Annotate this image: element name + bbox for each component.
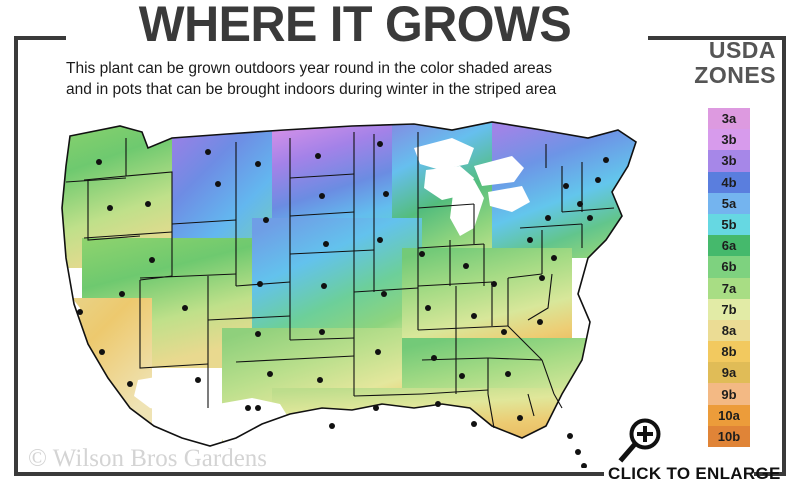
frame-border-bottom-left [14,472,604,476]
copyright-watermark: © Wilson Bros Gardens [28,445,268,472]
frame-border-top-left [14,36,66,40]
legend-swatch-10a-14[interactable]: 10a [708,404,750,426]
legend-swatch-6b-7[interactable]: 6b [708,256,750,278]
legend-heading: USDA ZONES [646,38,776,88]
legend-swatch-8a-10[interactable]: 8a [708,319,750,342]
legend-swatch-6a-6[interactable]: 6a [708,235,750,257]
legend-swatch-3b-1[interactable]: 3b [708,129,750,151]
legend-swatch-7a-8[interactable]: 7a [708,277,750,299]
usa-outline [61,121,637,447]
legend-swatch-3b-2[interactable]: 3b [708,150,750,172]
legend-swatch-4b-3[interactable]: 4b [708,171,750,193]
click-to-enlarge-label[interactable]: CLICK TO ENLARGE [608,464,781,483]
legend-swatch-5b-5[interactable]: 5b [708,213,750,236]
frame-border-right [782,36,786,476]
frame-border-bottom-right [754,472,786,476]
frame-border-left [14,36,18,476]
legend-heading-line-1: USDA [708,37,776,63]
frame-border-top-right [648,36,786,40]
city-dots [77,141,609,468]
subtitle-line-1: This plant can be grown outdoors year ro… [66,60,552,77]
legend-swatch-9a-12[interactable]: 9a [708,362,750,384]
usda-zone-legend: 3a 3b 3b 4b 5a 5b 6a 6b 7a 7b 8a 8b 9a 9b 10a 10b [708,108,750,447]
magnifier-plus-icon[interactable] [614,416,666,466]
zone-color-fills [62,122,636,446]
usda-hardiness-zone-map[interactable] [22,108,682,468]
legend-swatch-10b-15[interactable]: 10b [708,425,750,447]
legend-swatch-5a-4[interactable]: 5a [708,192,750,214]
legend-swatch-3a-0[interactable]: 3a [708,108,750,130]
legend-heading-line-2: ZONES [694,62,776,88]
legend-swatch-7b-9[interactable]: 7b [708,298,750,320]
state-boundaries [65,132,615,429]
legend-swatch-9b-13[interactable]: 9b [708,383,750,405]
subtitle: This plant can be grown outdoors year ro… [66,58,626,100]
legend-swatch-8b-11[interactable]: 8b [708,341,750,363]
unshaded-regions [46,138,594,460]
subtitle-line-2: and in pots that can be brought indoors … [66,81,557,98]
page-title: WHERE IT GROWS [138,0,572,52]
